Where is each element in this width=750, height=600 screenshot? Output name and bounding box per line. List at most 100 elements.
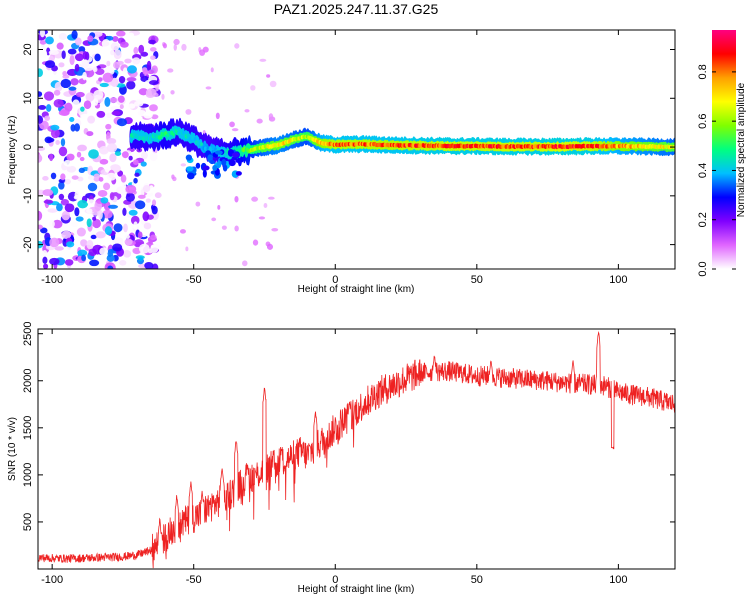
- heatmap-cell: [256, 118, 263, 124]
- heatmap-cell: [74, 207, 80, 217]
- x-tick-label: 0: [332, 274, 338, 286]
- heatmap-cell: [125, 192, 135, 202]
- heatmap-cell: [43, 263, 49, 269]
- heatmap-cell: [267, 196, 275, 200]
- heatmap-cell: [110, 42, 120, 51]
- heatmap-cell: [101, 38, 111, 49]
- heatmap-cell: [123, 249, 132, 258]
- heatmap-cell: [134, 100, 144, 107]
- heatmap-cell: [148, 185, 154, 193]
- heatmap-cell: [49, 237, 60, 248]
- heatmap-cell: [97, 261, 105, 269]
- heatmap-cell: [210, 67, 214, 73]
- heatmap-cell: [231, 152, 240, 158]
- spectrogram-x-ticks: -100 -50 0 50 100: [41, 30, 628, 286]
- heatmap-cell: [106, 112, 112, 118]
- x-tick-label: 50: [471, 574, 483, 586]
- heatmap-cell: [138, 243, 150, 254]
- heatmap-cell: [83, 100, 92, 110]
- heatmap-cell: [242, 260, 248, 267]
- heatmap-cell: [38, 224, 43, 230]
- heatmap-cell: [42, 249, 48, 257]
- heatmap-cell: [126, 80, 136, 90]
- heatmap-cell: [252, 239, 259, 246]
- heatmap-cell: [74, 53, 84, 62]
- heatmap-cell: [71, 175, 79, 180]
- heatmap-cell: [104, 226, 113, 236]
- heatmap-cell: [74, 63, 80, 72]
- heatmap-cell: [86, 218, 92, 228]
- heatmap-cell: [140, 161, 147, 167]
- heatmap-cell: [143, 222, 152, 230]
- heatmap-cell: [76, 151, 82, 158]
- snr-x-ticks: -100 -50 0 50 100: [41, 329, 628, 586]
- heatmap-cell: [132, 57, 141, 65]
- heatmap-cell: [125, 184, 137, 194]
- heatmap-cell: [87, 115, 96, 124]
- heatmap-cell: [228, 159, 236, 167]
- heatmap-cell: [39, 30, 46, 38]
- heatmap-cell: [58, 62, 65, 68]
- heatmap-cell: [120, 41, 129, 48]
- heatmap-cell: [119, 104, 124, 110]
- heatmap-cell: [87, 175, 95, 180]
- heatmap-cell: [99, 82, 109, 88]
- heatmap-cell: [69, 117, 75, 122]
- heatmap-cell: [98, 209, 103, 220]
- x-tick-label: 50: [471, 274, 483, 286]
- heatmap-cell: [211, 217, 217, 222]
- heatmap-cell: [110, 49, 115, 56]
- heatmap-cell: [42, 256, 48, 264]
- heatmap-cell: [77, 176, 84, 182]
- heatmap-cell: [180, 163, 187, 167]
- snr-background: [38, 329, 675, 569]
- y-tick-label: 20: [22, 43, 34, 55]
- heatmap-cell: [42, 189, 54, 196]
- heatmap-cell: [93, 173, 101, 182]
- heatmap-cell: [86, 131, 94, 137]
- heatmap-cell: [72, 99, 80, 110]
- heatmap-cell: [99, 247, 109, 256]
- heatmap-cell: [258, 216, 266, 220]
- heatmap-cell: [148, 80, 159, 86]
- heatmap-cell: [268, 113, 274, 120]
- heatmap-cell: [92, 216, 97, 221]
- spectrogram-frame: [37, 29, 676, 270]
- heatmap-cell: [142, 211, 150, 222]
- heatmap-cell: [106, 143, 118, 153]
- heatmap-cell: [222, 164, 228, 172]
- heatmap-cell: [54, 246, 64, 251]
- heatmap-cell: [78, 167, 85, 174]
- heatmap-cell: [128, 209, 138, 216]
- heatmap-cell: [234, 225, 239, 232]
- heatmap-cell: [94, 53, 101, 62]
- heatmap-cell: [90, 234, 97, 240]
- heatmap-cell: [106, 254, 115, 262]
- heatmap-cell: [172, 132, 175, 137]
- heatmap-cell: [234, 43, 240, 49]
- heatmap-cell: [244, 109, 250, 113]
- heatmap-cell: [113, 49, 122, 60]
- heatmap-cell: [113, 61, 121, 69]
- heatmap-cell: [221, 225, 227, 230]
- heatmap-cell: [126, 77, 137, 82]
- heatmap-cell: [69, 55, 75, 66]
- heatmap-cell: [60, 173, 66, 181]
- heatmap-cell: [42, 176, 49, 181]
- heatmap-cell: [66, 241, 75, 248]
- heatmap-cell: [54, 81, 63, 92]
- heatmap-cell: [98, 176, 104, 182]
- heatmap-cell: [85, 92, 95, 102]
- snr-y-label: SNR (10 * v/v): [7, 417, 18, 481]
- heatmap-cell: [49, 153, 54, 162]
- heatmap-cell: [138, 44, 145, 54]
- heatmap-cell: [138, 256, 144, 262]
- heatmap-cell: [266, 74, 271, 78]
- heatmap-cell: [217, 204, 221, 210]
- heatmap-cell: [116, 118, 128, 127]
- heatmap-cell: [48, 49, 59, 55]
- x-tick-label: -100: [41, 574, 63, 586]
- heatmap-cell: [116, 30, 126, 37]
- snr-series-line: [38, 330, 675, 569]
- heatmap-cell: [109, 97, 118, 103]
